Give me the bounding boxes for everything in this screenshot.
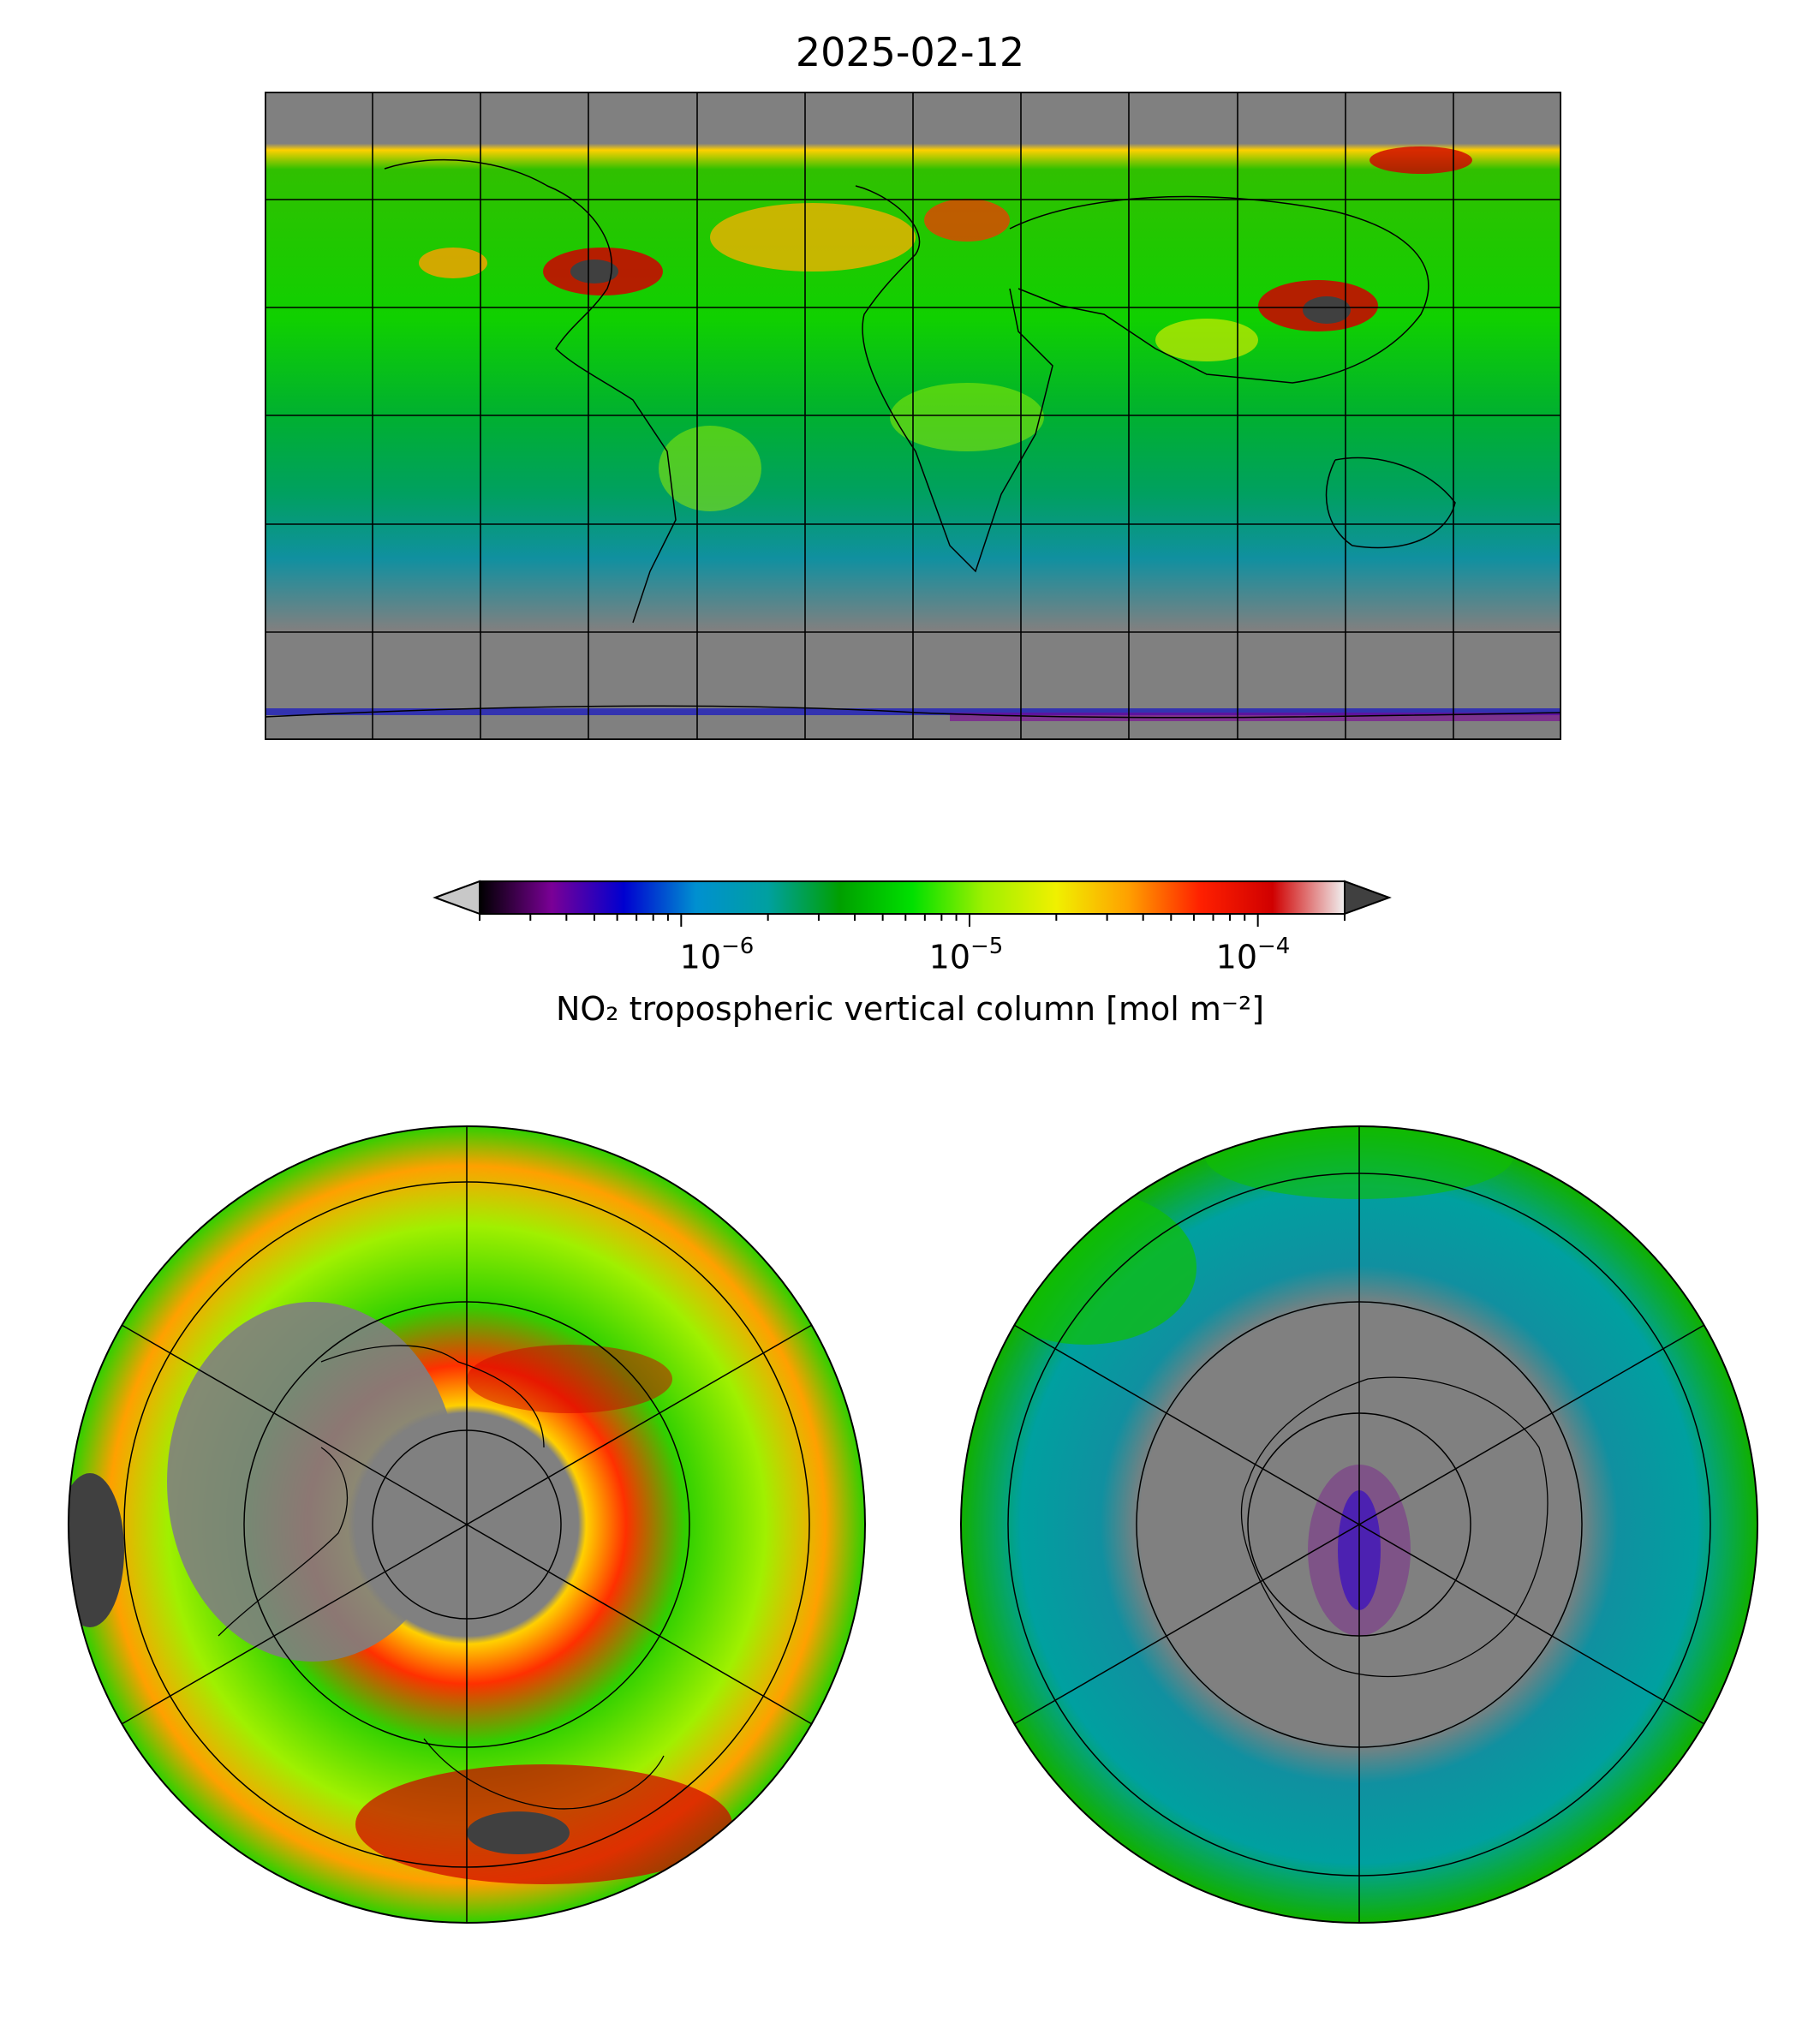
north-graticule bbox=[121, 1126, 813, 1923]
gridlines bbox=[265, 92, 1561, 740]
figure-title: 2025-02-12 bbox=[795, 29, 1025, 75]
coastlines bbox=[265, 158, 1561, 719]
south-graticule bbox=[1007, 1126, 1711, 1923]
colorbar-over-extension bbox=[1344, 880, 1392, 916]
global-map bbox=[265, 92, 1561, 740]
no2-hotspots bbox=[419, 146, 1472, 511]
colorbar-tick-label-1e-6: 10−6 bbox=[679, 934, 755, 976]
colorbar-tick-label-1e-5: 10−5 bbox=[928, 934, 1004, 976]
colorbar-tick-label-1e-4: 10−4 bbox=[1215, 934, 1291, 976]
colorbar bbox=[428, 865, 1396, 985]
north-polar-map bbox=[64, 1122, 869, 1927]
colorbar-label: NO₂ tropospheric vertical column [mol m⁻… bbox=[555, 990, 1265, 1028]
north-coastlines bbox=[218, 1345, 665, 1810]
colorbar-body bbox=[479, 880, 1346, 915]
antarctica-coastline bbox=[1240, 1376, 1548, 1678]
colorbar-under-extension bbox=[433, 880, 480, 916]
south-polar-map bbox=[957, 1122, 1762, 1927]
